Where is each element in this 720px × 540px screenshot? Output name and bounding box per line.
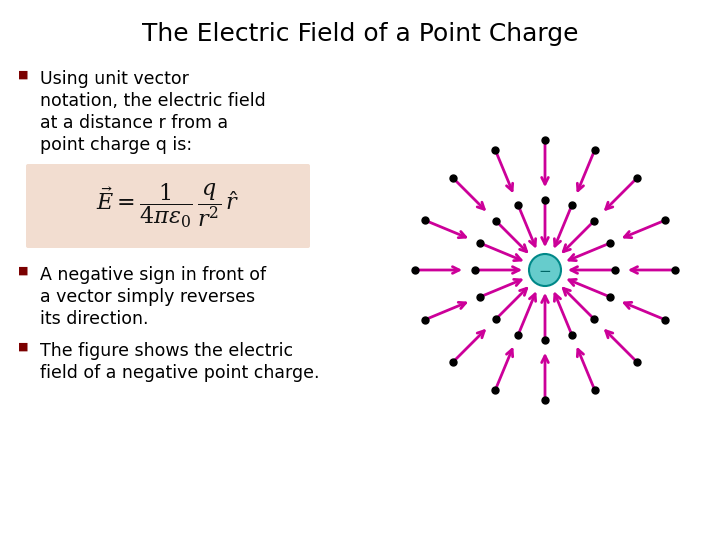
Text: Using unit vector: Using unit vector	[40, 70, 189, 88]
Text: ■: ■	[18, 266, 29, 276]
Circle shape	[529, 254, 561, 286]
Text: field of a negative point charge.: field of a negative point charge.	[40, 364, 320, 382]
Text: ■: ■	[18, 342, 29, 352]
Text: point charge q is:: point charge q is:	[40, 136, 192, 154]
Text: notation, the electric field: notation, the electric field	[40, 92, 266, 110]
Text: The figure shows the electric: The figure shows the electric	[40, 342, 293, 360]
Text: its direction.: its direction.	[40, 310, 148, 328]
Text: A negative sign in front of: A negative sign in front of	[40, 266, 266, 284]
Text: ■: ■	[18, 70, 29, 80]
Text: at a distance r from a: at a distance r from a	[40, 114, 228, 132]
Text: a vector simply reverses: a vector simply reverses	[40, 288, 255, 306]
Text: $-$: $-$	[539, 262, 552, 278]
FancyBboxPatch shape	[26, 164, 310, 248]
Text: $\vec{E} = \dfrac{1}{4\pi\epsilon_0}\,\dfrac{q}{r^2}\,\hat{r}$: $\vec{E} = \dfrac{1}{4\pi\epsilon_0}\,\d…	[96, 182, 240, 230]
Text: The Electric Field of a Point Charge: The Electric Field of a Point Charge	[142, 22, 578, 46]
